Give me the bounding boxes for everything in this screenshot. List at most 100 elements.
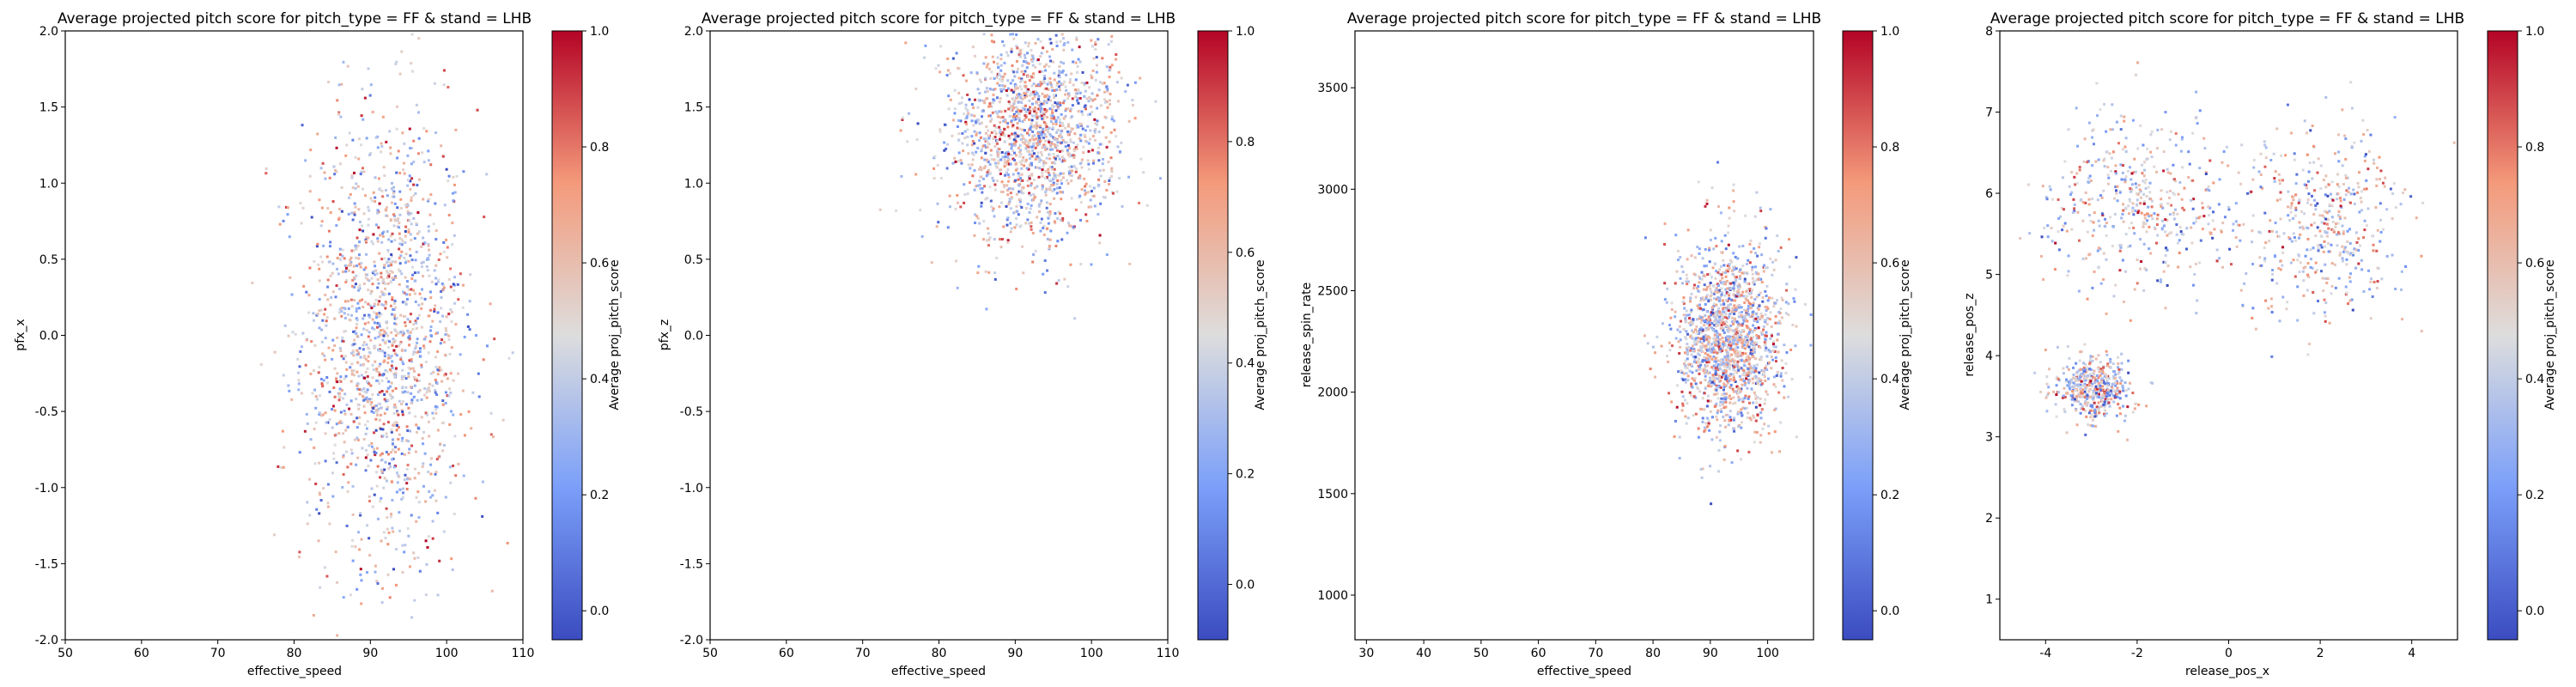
data-point [1701,346,1704,350]
data-point [993,215,996,218]
data-point [976,184,980,187]
data-point [1756,315,1759,319]
data-point [1103,100,1107,104]
data-point [1041,111,1044,114]
data-point [410,33,414,36]
x-axis-label: effective_speed [891,665,986,678]
x-tick-label: 70 [210,647,226,660]
data-point [1701,467,1704,471]
data-point [413,271,416,275]
data-point [336,380,339,384]
data-point [1042,136,1046,139]
data-point [333,434,337,437]
data-point [428,435,431,438]
data-point [975,133,978,137]
data-point [1098,234,1102,237]
data-point [2307,170,2311,173]
data-point [351,513,355,516]
data-point [1045,100,1048,103]
data-point [1702,288,1705,291]
data-point [332,317,336,320]
data-point [405,477,409,481]
data-point [1716,271,1720,274]
y-tick-label: -2.0 [680,634,703,647]
data-point [1083,94,1086,98]
data-point [1009,222,1012,225]
data-point [375,312,379,315]
data-point [1750,352,1753,356]
data-point [1726,366,1729,369]
data-point [424,539,428,543]
data-point [345,278,349,282]
data-point [1722,403,1725,406]
data-point [1094,122,1097,125]
data-point [1133,81,1137,84]
data-point [1048,215,1051,218]
data-point [1059,218,1062,222]
data-point [1025,66,1029,70]
data-point [1023,129,1026,132]
data-point [1738,355,1741,358]
data-point [1085,140,1089,143]
data-point [1037,94,1041,98]
data-point [397,149,400,153]
data-point [1006,79,1010,82]
data-point [1755,430,1759,434]
data-point [1737,306,1741,309]
data-point [1033,110,1036,113]
data-point [390,313,393,316]
data-point [382,303,386,307]
data-point [1032,138,1036,142]
data-point [370,290,374,294]
data-point [411,327,415,331]
data-point [1722,331,1726,335]
data-point [420,261,423,264]
data-point [1768,350,1771,354]
data-point [485,173,489,176]
data-point [314,482,318,485]
data-point [387,531,391,534]
data-point [453,183,456,186]
data-point [1754,419,1758,423]
data-point [447,179,450,183]
data-point [1689,310,1692,313]
data-point [1784,312,1788,315]
data-point [1028,94,1031,97]
data-point [446,246,449,249]
data-point [420,296,423,300]
data-point [1779,307,1783,311]
data-point [1732,285,1735,289]
data-point [422,275,425,278]
data-point [290,293,294,296]
data-point [332,457,336,460]
data-point [393,313,397,317]
data-point [413,599,416,602]
data-point [1752,310,1755,313]
data-point [1052,181,1055,185]
x-tick-label: 100 [435,647,459,660]
data-point [1790,378,1794,381]
data-point [1732,375,1735,379]
data-point [983,185,987,188]
data-point [358,253,361,257]
data-point [429,463,433,466]
data-point [369,338,373,342]
data-point [1765,390,1768,393]
data-point [1704,247,1707,251]
data-point [355,331,358,335]
data-point [1035,111,1038,114]
data-point [1048,64,1051,68]
data-point [447,174,451,178]
data-point [366,524,369,527]
data-point [1017,109,1020,112]
data-point [1723,281,1727,284]
data-point [1726,376,1729,380]
data-point [1707,419,1710,423]
data-point [338,347,342,350]
data-point [336,99,339,102]
data-point [318,309,321,313]
data-point [1712,355,1716,358]
data-point [1728,356,1732,359]
data-point [412,395,416,398]
data-point [1745,298,1748,301]
